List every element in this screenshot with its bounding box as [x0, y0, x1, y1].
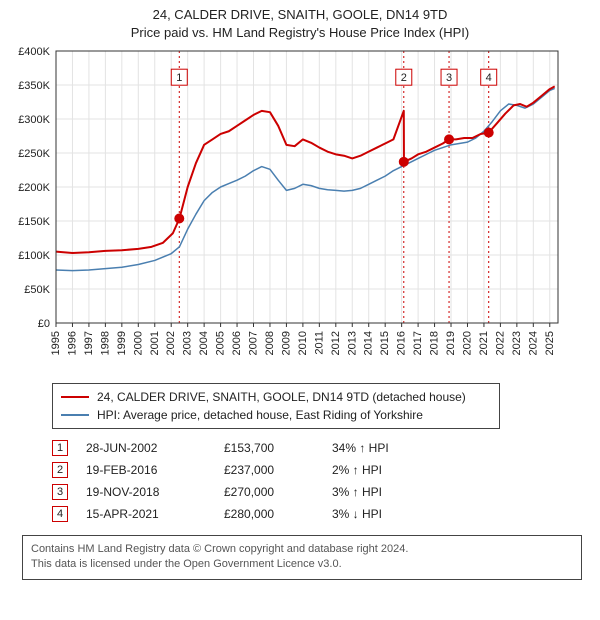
svg-text:2005: 2005 — [215, 331, 227, 355]
svg-text:£0: £0 — [38, 318, 50, 330]
svg-text:1995: 1995 — [50, 331, 62, 355]
svg-text:2004: 2004 — [198, 331, 210, 355]
svg-text:2017: 2017 — [412, 331, 424, 355]
event-change: 2% ↑ HPI — [332, 463, 432, 477]
svg-text:£200K: £200K — [18, 182, 50, 194]
svg-text:1996: 1996 — [66, 331, 78, 355]
legend-item: 24, CALDER DRIVE, SNAITH, GOOLE, DN14 9T… — [61, 388, 491, 406]
svg-text:2025: 2025 — [544, 331, 556, 355]
svg-text:2003: 2003 — [182, 331, 194, 355]
svg-text:2008: 2008 — [264, 331, 276, 355]
svg-text:1997: 1997 — [83, 331, 95, 355]
svg-text:£150K: £150K — [18, 216, 50, 228]
svg-text:£400K: £400K — [18, 47, 50, 58]
svg-text:2020: 2020 — [461, 331, 473, 355]
event-date: 15-APR-2021 — [86, 507, 206, 521]
event-change: 3% ↑ HPI — [332, 485, 432, 499]
svg-text:2000: 2000 — [132, 331, 144, 355]
svg-text:1998: 1998 — [99, 331, 111, 355]
attribution: Contains HM Land Registry data © Crown c… — [22, 535, 582, 580]
svg-text:2013: 2013 — [346, 331, 358, 355]
event-date: 19-NOV-2018 — [86, 485, 206, 499]
event-change: 34% ↑ HPI — [332, 441, 432, 455]
event-date: 19-FEB-2016 — [86, 463, 206, 477]
svg-text:£250K: £250K — [18, 148, 50, 160]
svg-text:£50K: £50K — [24, 284, 50, 296]
svg-text:£300K: £300K — [18, 114, 50, 126]
legend-item: HPI: Average price, detached house, East… — [61, 406, 491, 424]
svg-text:2016: 2016 — [396, 331, 408, 355]
svg-text:2: 2 — [401, 72, 407, 84]
svg-text:2011: 2011 — [313, 331, 325, 355]
footer-line: Contains HM Land Registry data © Crown c… — [31, 542, 573, 557]
svg-text:£350K: £350K — [18, 80, 50, 92]
event-number: 1 — [52, 440, 68, 456]
event-row: 3 19-NOV-2018 £270,000 3% ↑ HPI — [52, 481, 552, 503]
legend-swatch — [61, 414, 89, 416]
event-number: 4 — [52, 506, 68, 522]
svg-text:2010: 2010 — [297, 331, 309, 355]
svg-text:2002: 2002 — [165, 331, 177, 355]
event-number: 2 — [52, 462, 68, 478]
svg-text:3: 3 — [446, 72, 452, 84]
svg-text:2007: 2007 — [248, 331, 260, 355]
event-price: £153,700 — [224, 441, 314, 455]
svg-text:2009: 2009 — [280, 331, 292, 355]
svg-text:1: 1 — [176, 72, 182, 84]
svg-text:2019: 2019 — [445, 331, 457, 355]
title-subtitle: Price paid vs. HM Land Registry's House … — [10, 24, 590, 42]
event-row: 1 28-JUN-2002 £153,700 34% ↑ HPI — [52, 437, 552, 459]
legend-swatch — [61, 396, 89, 398]
svg-text:2021: 2021 — [478, 331, 490, 355]
legend: 24, CALDER DRIVE, SNAITH, GOOLE, DN14 9T… — [52, 383, 500, 429]
svg-text:2022: 2022 — [494, 331, 506, 355]
legend-label: HPI: Average price, detached house, East… — [97, 406, 423, 424]
svg-text:2001: 2001 — [149, 331, 161, 355]
event-number: 3 — [52, 484, 68, 500]
event-row: 4 15-APR-2021 £280,000 3% ↓ HPI — [52, 503, 552, 525]
svg-text:2014: 2014 — [363, 331, 375, 355]
event-row: 2 19-FEB-2016 £237,000 2% ↑ HPI — [52, 459, 552, 481]
events-table: 1 28-JUN-2002 £153,700 34% ↑ HPI 2 19-FEB-201… — [52, 437, 552, 525]
price-chart: £0 £50K £100K £150K £200K £250K £300K £350K £400… — [10, 47, 590, 377]
svg-text:2012: 2012 — [330, 331, 342, 355]
event-change: 3% ↓ HPI — [332, 507, 432, 521]
event-price: £270,000 — [224, 485, 314, 499]
event-price: £237,000 — [224, 463, 314, 477]
svg-text:2015: 2015 — [379, 331, 391, 355]
svg-text:1999: 1999 — [116, 331, 128, 355]
event-date: 28-JUN-2002 — [86, 441, 206, 455]
svg-text:2006: 2006 — [231, 331, 243, 355]
event-price: £280,000 — [224, 507, 314, 521]
svg-text:2024: 2024 — [527, 331, 539, 355]
title-address: 24, CALDER DRIVE, SNAITH, GOOLE, DN14 9T… — [10, 6, 590, 24]
svg-text:2023: 2023 — [511, 331, 523, 355]
svg-text:2018: 2018 — [429, 331, 441, 355]
svg-text:£100K: £100K — [18, 250, 50, 262]
svg-text:4: 4 — [486, 72, 492, 84]
footer-line: This data is licensed under the Open Gov… — [31, 557, 573, 572]
legend-label: 24, CALDER DRIVE, SNAITH, GOOLE, DN14 9T… — [97, 388, 466, 406]
